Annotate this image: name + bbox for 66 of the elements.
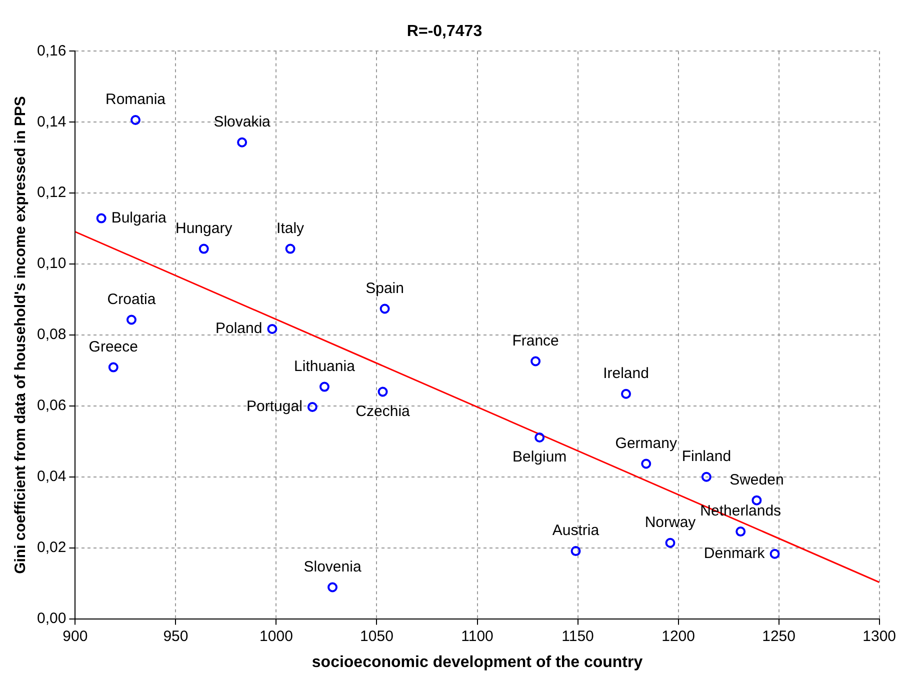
annotation: Germany — [615, 434, 678, 452]
x-tick-label: 1250 — [762, 628, 796, 645]
x-tick-label: 1150 — [562, 628, 594, 645]
annotation: France — [512, 332, 559, 350]
annotation: Spain — [366, 280, 404, 297]
y-axis-title: Gini coefficient from data of household's income expressed in PPS — [12, 96, 30, 574]
y-tick-label: 0,04 — [36, 468, 66, 486]
x-axis-title: socioeconomic development of the country — [312, 654, 643, 671]
y-tick-label: 0,16 — [36, 42, 66, 60]
point — [378, 386, 388, 397]
annotation: Ireland — [603, 365, 649, 382]
annotation: Lithuania — [294, 358, 356, 375]
point — [319, 382, 330, 392]
point — [126, 314, 136, 325]
y-tick-label: 0,10 — [36, 255, 66, 272]
annotation: Czechia — [356, 402, 411, 420]
point — [130, 115, 141, 126]
annotation: Hungary — [176, 220, 233, 237]
point — [701, 472, 712, 482]
x-tick-label: 1050 — [360, 628, 394, 645]
point — [570, 546, 581, 556]
annotation: Poland — [215, 320, 262, 338]
annotation: Sweden — [730, 471, 784, 488]
y-tick-label: 0,14 — [36, 113, 66, 130]
point — [770, 548, 780, 559]
y-tick-label: 0,00 — [36, 610, 66, 627]
point — [752, 495, 762, 506]
x-tick-label: 950 — [163, 628, 188, 645]
point — [665, 538, 676, 548]
point — [380, 304, 390, 314]
x-tick-label: 1200 — [662, 628, 695, 645]
annotation: Italy — [276, 220, 305, 237]
y-tick-label: 0,02 — [36, 538, 66, 556]
annotation: Slovenia — [304, 558, 362, 576]
point — [328, 582, 338, 592]
point — [641, 458, 652, 469]
point — [96, 213, 106, 224]
x-tick-label: 1300 — [862, 628, 896, 645]
annotation: Romania — [105, 91, 166, 108]
point — [285, 244, 296, 254]
point — [534, 432, 545, 443]
point — [198, 244, 209, 254]
point — [108, 362, 118, 372]
point — [736, 526, 746, 537]
annotation: Greece — [88, 338, 138, 356]
y-tick-label: 0,12 — [36, 184, 66, 202]
chart-title: R=-0,7473 — [406, 23, 482, 40]
point — [307, 402, 318, 412]
annotation: Croatia — [107, 290, 156, 308]
point — [267, 324, 278, 334]
annotation: Finland — [682, 448, 732, 466]
x-tick-label: 900 — [62, 628, 88, 645]
x-tick-label: 1100 — [461, 628, 494, 645]
point — [530, 356, 541, 366]
annotation: Slovakia — [214, 114, 272, 131]
annotation: Portugal — [246, 398, 302, 416]
annotation: Bulgaria — [111, 209, 168, 226]
point — [621, 388, 632, 399]
x-tick-label: 1000 — [260, 628, 293, 645]
annotation: Norway — [644, 514, 696, 532]
y-tick-label: 0,08 — [36, 326, 66, 344]
annotation: Denmark — [704, 545, 766, 562]
y-tick-label: 0,06 — [36, 397, 66, 414]
annotation: Austria — [552, 522, 600, 540]
point — [237, 137, 248, 148]
annotation: Belgium — [512, 448, 567, 466]
